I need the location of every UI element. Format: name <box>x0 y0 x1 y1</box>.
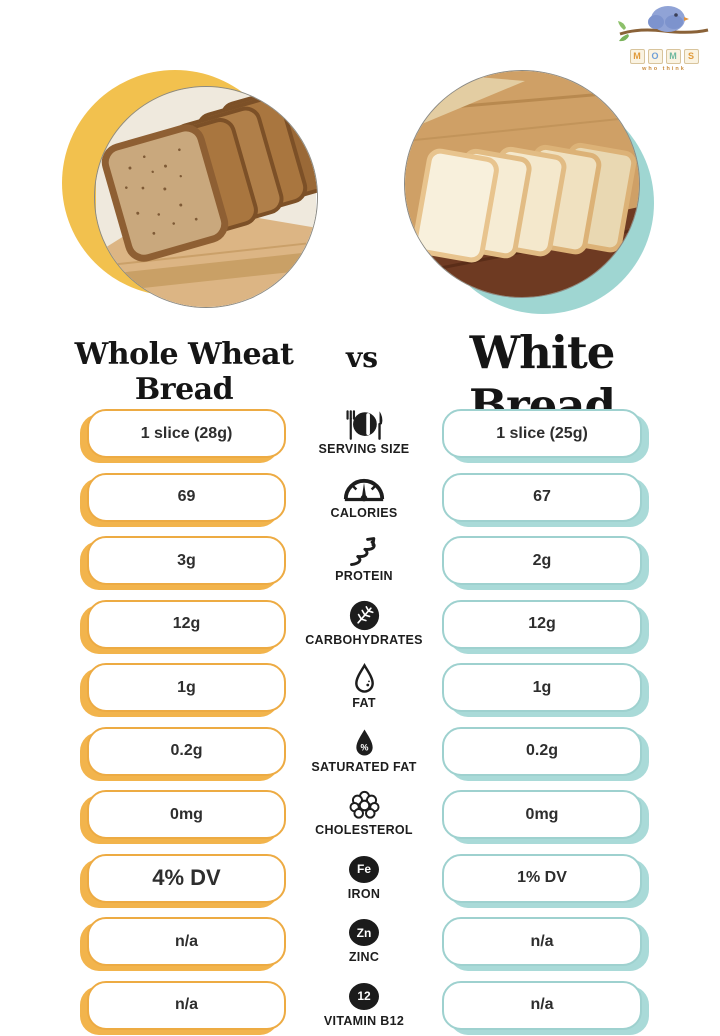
white-value-pill: 0.2g <box>442 726 642 776</box>
wheat-value: 4% DV <box>152 865 221 890</box>
logo-letter: M <box>629 49 645 64</box>
metric-cell: CHOLESTEROL <box>286 786 442 850</box>
metric-label: SERVING SIZE <box>318 442 410 456</box>
wheat-value: 1g <box>177 678 196 696</box>
logo-letter: O <box>647 49 663 64</box>
wheat-value-pill: n/a <box>87 917 286 966</box>
metric-cell: 12 VITAMIN B12 <box>286 977 442 1036</box>
metric-label: IRON <box>347 886 381 901</box>
whole-wheat-bread-photo <box>94 86 318 308</box>
logo-letter: M <box>665 49 681 64</box>
wheat-value-pill: n/a <box>87 980 286 1030</box>
nutrition-comparison-table: 1 slice (28g) SERVING SIZE <box>87 405 642 1036</box>
white-value: 12g <box>528 615 556 632</box>
table-row-saturated-fat: 0.2g % SATURATED FAT 0.2g <box>87 723 642 787</box>
metric-label: CARBOHYDRATES <box>305 632 423 647</box>
white-value: 1g <box>532 678 552 696</box>
white-value-pill: n/a <box>442 917 642 966</box>
logo-letter: S <box>683 49 699 64</box>
white-value: 1 slice (25g) <box>496 424 588 442</box>
table-row-zinc: n/a Zn ZINC n/a <box>87 913 642 977</box>
white-value-pill: 67 <box>442 472 642 522</box>
serving-size-icon <box>343 408 385 441</box>
fat-droplet-icon <box>352 662 377 695</box>
metric-label: CALORIES <box>330 505 398 520</box>
table-row-fat: 1g FAT 1g <box>87 659 642 723</box>
metric-label: SATURATED FAT <box>311 759 417 774</box>
metric-cell: CARBOHYDRATES <box>286 596 442 660</box>
wheat-value-pill: 0mg <box>87 790 286 839</box>
white-bread-photo <box>404 70 640 298</box>
white-value-pill: 1 slice (25g) <box>442 409 642 458</box>
calories-gauge-icon <box>341 472 387 505</box>
table-row-calories: 69 CALORIES 67 <box>87 469 642 533</box>
white-value-pill: 12g <box>442 599 642 649</box>
table-row-protein: 3g PROTEIN 2g <box>87 532 642 596</box>
wheat-value: 12g <box>172 615 201 632</box>
table-row-carbohydrates: 12g CARBOHYDRATES 12g <box>87 596 642 660</box>
white-value: n/a <box>530 996 554 1013</box>
metric-cell: Zn ZINC <box>286 913 442 977</box>
saturated-fat-icon: % <box>352 726 377 759</box>
white-value: 67 <box>533 488 551 505</box>
metric-label: FAT <box>352 696 376 710</box>
wheat-value: 0mg <box>170 805 203 823</box>
metric-label: CHOLESTEROL <box>315 823 413 837</box>
metric-cell: CALORIES <box>286 469 442 533</box>
wheat-value: n/a <box>174 932 199 950</box>
fe-symbol: Fe <box>349 855 379 883</box>
zinc-zn-icon: Zn <box>349 916 379 949</box>
bird-on-branch-icon <box>618 6 709 42</box>
table-row-cholesterol: 0mg CHOLESTEROL 0mg <box>87 786 642 850</box>
svg-text:%: % <box>360 742 368 752</box>
logo-tagline: who think <box>642 66 686 72</box>
white-value-pill: 1g <box>442 663 642 712</box>
wheat-value: 0.2g <box>170 742 203 759</box>
white-value-pill: n/a <box>442 980 642 1030</box>
carbohydrates-wheat-icon <box>349 599 380 632</box>
white-value-pill: 1% DV <box>442 853 642 903</box>
metric-cell: % SATURATED FAT <box>286 723 442 787</box>
vs-label: vs <box>345 341 379 374</box>
wheat-value-pill: 3g <box>87 536 286 585</box>
metric-label: ZINC <box>348 950 380 964</box>
wheat-value: 3g <box>177 551 196 569</box>
b12-symbol: 12 <box>349 982 379 1010</box>
wheat-value: n/a <box>174 996 199 1013</box>
left-title: Whole Wheat Bread <box>74 337 294 407</box>
white-value-pill: 2g <box>442 536 642 585</box>
vitamin-b12-icon: 12 <box>349 980 379 1013</box>
wheat-value-pill: 0.2g <box>87 726 286 776</box>
moms-who-think-logo: M O M S who think <box>616 4 712 80</box>
table-row-serving-size: 1 slice (28g) SERVING SIZE <box>87 405 642 469</box>
cholesterol-molecule-icon <box>348 789 381 822</box>
zn-symbol: Zn <box>349 919 379 946</box>
wheat-value-pill: 1g <box>87 663 286 712</box>
table-row-iron: 4% DV Fe IRON 1% DV <box>87 850 642 914</box>
white-value: 2g <box>532 551 552 569</box>
protein-chain-icon <box>346 535 382 568</box>
white-value: 1% DV <box>517 869 567 886</box>
table-row-vitamin-b12: n/a 12 VITAMIN B12 n/a <box>87 977 642 1036</box>
metric-label: PROTEIN <box>335 569 393 583</box>
white-value-pill: 0mg <box>442 790 642 839</box>
iron-fe-icon: Fe <box>349 853 379 886</box>
wheat-value-pill: 12g <box>87 599 286 649</box>
metric-cell: FAT <box>286 659 442 723</box>
metric-cell: SERVING SIZE <box>286 405 442 469</box>
wheat-value-pill: 69 <box>87 472 286 522</box>
metric-cell: Fe IRON <box>286 850 442 914</box>
logo-letter-blocks: M O M S <box>616 49 712 64</box>
metric-cell: PROTEIN <box>286 532 442 596</box>
wheat-value-pill: 4% DV <box>87 853 286 903</box>
white-value: n/a <box>530 932 554 950</box>
wheat-value-pill: 1 slice (28g) <box>87 409 286 458</box>
white-value: 0.2g <box>525 742 558 759</box>
white-value: 0mg <box>525 805 559 823</box>
wheat-value: 69 <box>177 488 196 505</box>
wheat-value: 1 slice (28g) <box>140 424 233 442</box>
metric-label: VITAMIN B12 <box>323 1013 405 1028</box>
